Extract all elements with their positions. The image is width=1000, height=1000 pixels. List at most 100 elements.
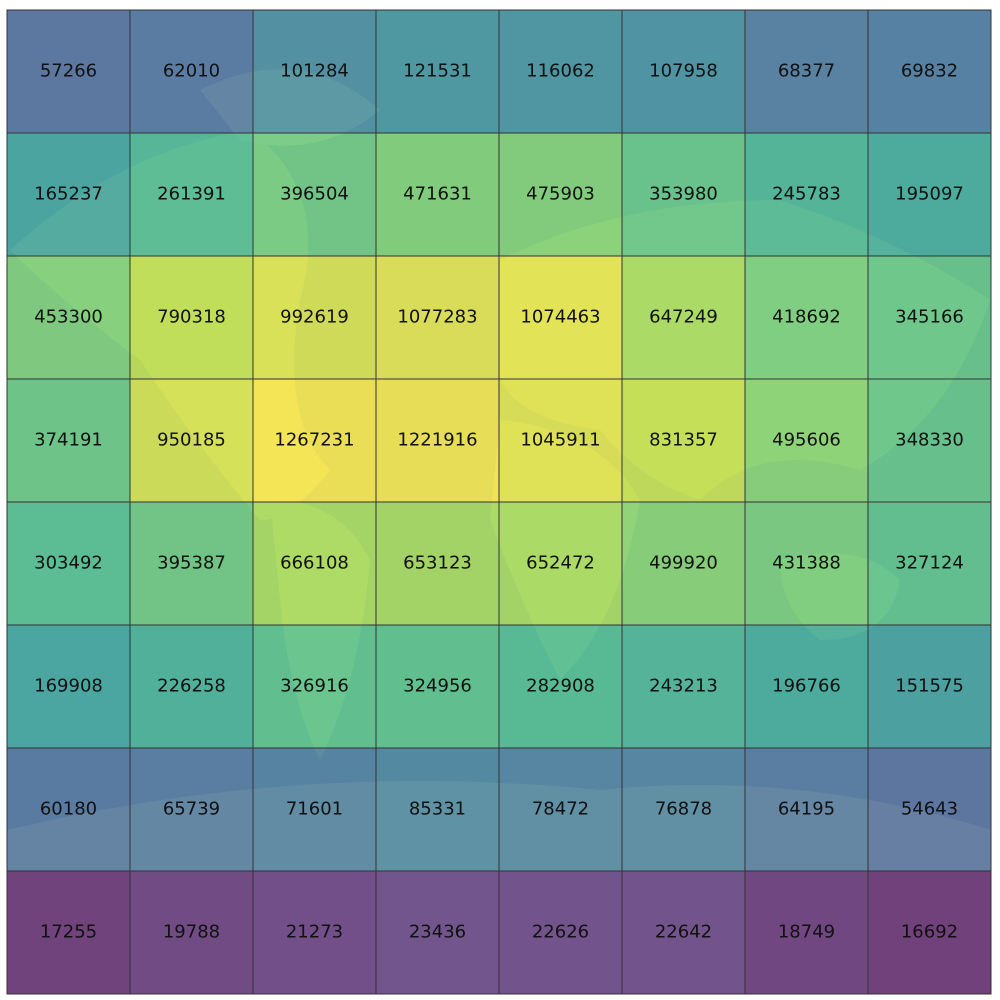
grid-cell bbox=[6, 9, 131, 134]
grid-cell bbox=[252, 255, 377, 380]
grid-cell bbox=[867, 624, 992, 749]
grid-cell bbox=[744, 501, 869, 626]
grid-cell bbox=[621, 255, 746, 380]
cell-value: 121531 bbox=[403, 61, 472, 82]
grid-cell bbox=[867, 378, 992, 503]
cell-value: 54643 bbox=[901, 799, 958, 820]
grid-cell bbox=[621, 870, 746, 995]
grid-cell bbox=[252, 624, 377, 749]
grid-cell bbox=[375, 132, 500, 257]
grid-cell bbox=[744, 9, 869, 134]
cell-value: 62010 bbox=[163, 61, 220, 82]
cell-value: 324956 bbox=[403, 676, 472, 697]
grid-cell bbox=[867, 255, 992, 380]
cell-value: 78472 bbox=[532, 799, 589, 820]
grid-cell bbox=[498, 870, 623, 995]
cell-value: 57266 bbox=[40, 61, 97, 82]
cell-value: 196766 bbox=[772, 676, 841, 697]
cell-value: 327124 bbox=[895, 553, 964, 574]
grid-cell bbox=[867, 132, 992, 257]
cell-value: 245783 bbox=[772, 184, 841, 205]
cell-value: 499920 bbox=[649, 553, 718, 574]
cell-value: 76878 bbox=[655, 799, 712, 820]
grid-cell bbox=[129, 747, 254, 872]
cell-value: 396504 bbox=[280, 184, 349, 205]
cell-value: 116062 bbox=[526, 61, 595, 82]
grid-cell bbox=[498, 501, 623, 626]
cell-value: 151575 bbox=[895, 676, 964, 697]
cell-value: 353980 bbox=[649, 184, 718, 205]
cell-value: 495606 bbox=[772, 430, 841, 451]
cell-value: 647249 bbox=[649, 307, 718, 328]
cell-value: 1074463 bbox=[520, 307, 600, 328]
cell-value: 23436 bbox=[409, 922, 466, 943]
grid-cell bbox=[6, 624, 131, 749]
grid: 57266 62010 101284 121531 116062 107958 68377 6… bbox=[6, 9, 992, 995]
cell-value: 165237 bbox=[34, 184, 103, 205]
cell-value: 21273 bbox=[286, 922, 343, 943]
grid-cell bbox=[129, 378, 254, 503]
cell-value: 831357 bbox=[649, 430, 718, 451]
grid-cell bbox=[744, 132, 869, 257]
cell-value: 471631 bbox=[403, 184, 472, 205]
cell-value: 60180 bbox=[40, 799, 97, 820]
grid-cell bbox=[6, 501, 131, 626]
cell-value: 418692 bbox=[772, 307, 841, 328]
cell-value: 282908 bbox=[526, 676, 595, 697]
cell-value: 169908 bbox=[34, 676, 103, 697]
cell-value: 243213 bbox=[649, 676, 718, 697]
grid-cell bbox=[498, 624, 623, 749]
grid-cell bbox=[744, 870, 869, 995]
cell-value: 19788 bbox=[163, 922, 220, 943]
grid-cell bbox=[129, 624, 254, 749]
cell-value: 790318 bbox=[157, 307, 226, 328]
grid-cell bbox=[6, 255, 131, 380]
cell-value: 653123 bbox=[403, 553, 472, 574]
cell-value: 1267231 bbox=[274, 430, 354, 451]
grid-cell bbox=[129, 501, 254, 626]
grid-cell bbox=[867, 501, 992, 626]
cell-value: 1045911 bbox=[520, 430, 600, 451]
cell-value: 17255 bbox=[40, 922, 97, 943]
cell-value: 85331 bbox=[409, 799, 466, 820]
grid-cell bbox=[375, 255, 500, 380]
cell-value: 992619 bbox=[280, 307, 349, 328]
grid-cell bbox=[375, 9, 500, 134]
grid-cell bbox=[498, 747, 623, 872]
grid-cell bbox=[129, 9, 254, 134]
grid-cell bbox=[252, 378, 377, 503]
grid-cell bbox=[375, 624, 500, 749]
cell-value: 1221916 bbox=[397, 430, 477, 451]
grid-cell bbox=[621, 624, 746, 749]
cell-value: 326916 bbox=[280, 676, 349, 697]
grid-cell bbox=[867, 870, 992, 995]
grid-cell bbox=[252, 870, 377, 995]
grid-cell bbox=[744, 624, 869, 749]
grid-cell bbox=[498, 255, 623, 380]
grid-cell bbox=[498, 132, 623, 257]
cell-value: 101284 bbox=[280, 61, 349, 82]
cell-value: 1077283 bbox=[397, 307, 477, 328]
cell-value: 431388 bbox=[772, 553, 841, 574]
cell-value: 374191 bbox=[34, 430, 103, 451]
cell-value: 22642 bbox=[655, 922, 712, 943]
cell-value: 65739 bbox=[163, 799, 220, 820]
cell-value: 69832 bbox=[901, 61, 958, 82]
cell-value: 16692 bbox=[901, 922, 958, 943]
cell-value: 22626 bbox=[532, 922, 589, 943]
cell-value: 395387 bbox=[157, 553, 226, 574]
cell-value: 666108 bbox=[280, 553, 349, 574]
cell-value: 64195 bbox=[778, 799, 835, 820]
cell-value: 950185 bbox=[157, 430, 226, 451]
grid-cell bbox=[375, 501, 500, 626]
grid-cell bbox=[252, 9, 377, 134]
cell-value: 195097 bbox=[895, 184, 964, 205]
cell-value: 475903 bbox=[526, 184, 595, 205]
grid-cell bbox=[129, 255, 254, 380]
grid-cell bbox=[744, 255, 869, 380]
cell-value: 652472 bbox=[526, 553, 595, 574]
cell-value: 303492 bbox=[34, 553, 103, 574]
grid-cell bbox=[375, 747, 500, 872]
cell-value: 261391 bbox=[157, 184, 226, 205]
